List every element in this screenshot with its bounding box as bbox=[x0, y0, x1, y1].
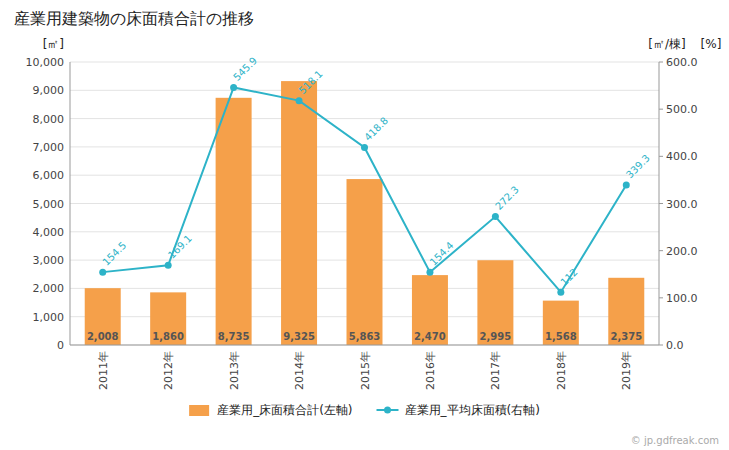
x-tick-label: 2017年 bbox=[489, 351, 502, 390]
line-marker bbox=[361, 144, 368, 151]
x-tick-label: 2016年 bbox=[424, 351, 437, 390]
line-label: 545.9 bbox=[231, 55, 259, 83]
line-label: 518.1 bbox=[297, 68, 325, 96]
y2-tick bbox=[659, 109, 663, 110]
plot-area bbox=[85, 81, 645, 345]
legend-swatch bbox=[189, 405, 209, 416]
y-axis-label: [㎡] bbox=[43, 37, 64, 51]
bar bbox=[85, 288, 121, 345]
x-tick-label: 2013年 bbox=[228, 351, 241, 390]
x-tick-label: 2019年 bbox=[620, 351, 633, 390]
y2-tick bbox=[659, 297, 663, 298]
line-marker bbox=[426, 269, 433, 276]
grid bbox=[70, 62, 659, 345]
line-label: 418.8 bbox=[362, 115, 390, 143]
line-marker bbox=[492, 213, 499, 220]
grid-line bbox=[70, 118, 659, 119]
y-tick-label: 8,000 bbox=[33, 113, 65, 126]
background bbox=[0, 0, 729, 450]
bar bbox=[281, 81, 317, 345]
legend-label: 産業用_床面積合計(左軸) bbox=[217, 403, 352, 417]
y-tick-label: 4,000 bbox=[33, 226, 65, 239]
line-marker bbox=[99, 269, 106, 276]
y-tick-label: 2,000 bbox=[33, 282, 65, 295]
bar bbox=[347, 179, 383, 345]
chart: 産業用建築物の床面積合計の推移 0 1,000 2,000 3,000 4,000 5,00… bbox=[0, 0, 729, 450]
y2-tick bbox=[659, 203, 663, 204]
x-tick-label: 2011年 bbox=[97, 351, 110, 390]
legend-marker bbox=[384, 407, 391, 414]
y-tick-label: 1,000 bbox=[33, 311, 65, 324]
grid-line bbox=[70, 175, 659, 176]
y2-axis-line bbox=[659, 62, 660, 345]
grid-line bbox=[70, 90, 659, 91]
y2-tick-label: 600.0 bbox=[666, 56, 698, 69]
line-label: 112 bbox=[558, 266, 579, 287]
line-label: 272.3 bbox=[493, 184, 521, 212]
bar bbox=[608, 278, 644, 345]
x-axis-line bbox=[70, 345, 659, 346]
bar bbox=[477, 260, 513, 345]
watermark: © jp.gdfreak.com bbox=[631, 435, 719, 446]
y2-tick bbox=[659, 156, 663, 157]
data-labels: 2,008 1,860 8,735 9,325 5,863 2,470 2,995 1,568… bbox=[87, 55, 652, 342]
y-tick-label: 10,000 bbox=[26, 56, 65, 69]
y-tick-label: 9,000 bbox=[33, 84, 65, 97]
y2-tick-label: 100.0 bbox=[666, 292, 698, 305]
y-tick-label: 5,000 bbox=[33, 198, 65, 211]
legend-item: 産業用_平均床面積(右軸) bbox=[377, 403, 540, 417]
line-marker bbox=[623, 181, 630, 188]
grid-line bbox=[70, 62, 659, 63]
bar-label: 2,008 bbox=[87, 331, 119, 342]
line-label: 339.3 bbox=[624, 152, 652, 180]
line bbox=[103, 88, 627, 293]
y2-tick-label: 0.0 bbox=[666, 339, 684, 352]
y2-unit-label: [%] bbox=[701, 37, 722, 51]
line-marker bbox=[296, 97, 303, 104]
bar-label: 2,470 bbox=[414, 331, 446, 342]
y2-tick-label: 300.0 bbox=[666, 198, 698, 211]
bar bbox=[543, 301, 579, 345]
y2-tick bbox=[659, 250, 663, 251]
line-marker bbox=[230, 84, 237, 91]
bar-label: 5,863 bbox=[349, 331, 381, 342]
y2-tick bbox=[659, 345, 663, 346]
y2-tick-label: 400.0 bbox=[666, 150, 698, 163]
x-tick-label: 2012年 bbox=[162, 351, 175, 390]
x-tick-label: 2015年 bbox=[359, 351, 372, 390]
bar-label: 2,995 bbox=[480, 331, 512, 342]
bar-label: 1,860 bbox=[152, 331, 184, 342]
line-label: 154.5 bbox=[100, 240, 128, 268]
y-tick-label: 7,000 bbox=[33, 141, 65, 154]
x-tick-label: 2018年 bbox=[555, 351, 568, 390]
bar-label: 8,735 bbox=[218, 331, 250, 342]
legend-item: 産業用_床面積合計(左軸) bbox=[189, 403, 352, 417]
x-tick-label: 2014年 bbox=[293, 351, 306, 390]
grid-line bbox=[70, 345, 659, 346]
y-axis-line bbox=[70, 62, 71, 345]
bar bbox=[412, 275, 448, 345]
title: 産業用建築物の床面積合計の推移 bbox=[14, 9, 254, 28]
y2-tick-label: 500.0 bbox=[666, 103, 698, 116]
y2-axis-label: [㎡/棟] bbox=[648, 37, 685, 51]
bar-label: 2,375 bbox=[610, 331, 642, 342]
line-marker bbox=[165, 262, 172, 269]
bar bbox=[216, 98, 252, 345]
bar-label: 9,325 bbox=[283, 331, 315, 342]
y2-tick-label: 200.0 bbox=[666, 245, 698, 258]
bar-label: 1,568 bbox=[545, 331, 577, 342]
y-tick-label: 0 bbox=[57, 339, 64, 352]
line-marker bbox=[557, 289, 564, 296]
line-label: 169.1 bbox=[166, 233, 194, 261]
y2-tick bbox=[659, 62, 663, 63]
line-label: 154.4 bbox=[428, 240, 456, 268]
y-tick-label: 3,000 bbox=[33, 254, 65, 267]
bar bbox=[150, 292, 186, 345]
legend-label: 産業用_平均床面積(右軸) bbox=[405, 403, 540, 417]
legend: 産業用_床面積合計(左軸) 産業用_平均床面積(右軸) bbox=[189, 403, 540, 417]
y-tick-label: 6,000 bbox=[33, 169, 65, 182]
